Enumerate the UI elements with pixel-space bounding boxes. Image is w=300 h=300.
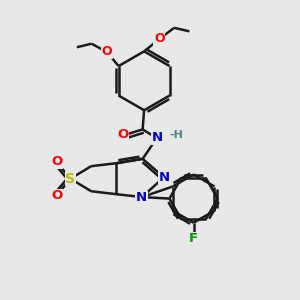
Text: S: S — [65, 172, 76, 186]
Text: O: O — [154, 32, 165, 46]
Text: O: O — [101, 45, 112, 58]
Text: F: F — [189, 232, 198, 245]
Text: N: N — [136, 191, 147, 204]
Text: N: N — [159, 171, 170, 184]
Text: N: N — [152, 131, 163, 144]
Text: O: O — [118, 128, 129, 141]
Text: -H: -H — [169, 130, 183, 140]
Text: O: O — [51, 189, 62, 202]
Text: O: O — [51, 155, 62, 168]
